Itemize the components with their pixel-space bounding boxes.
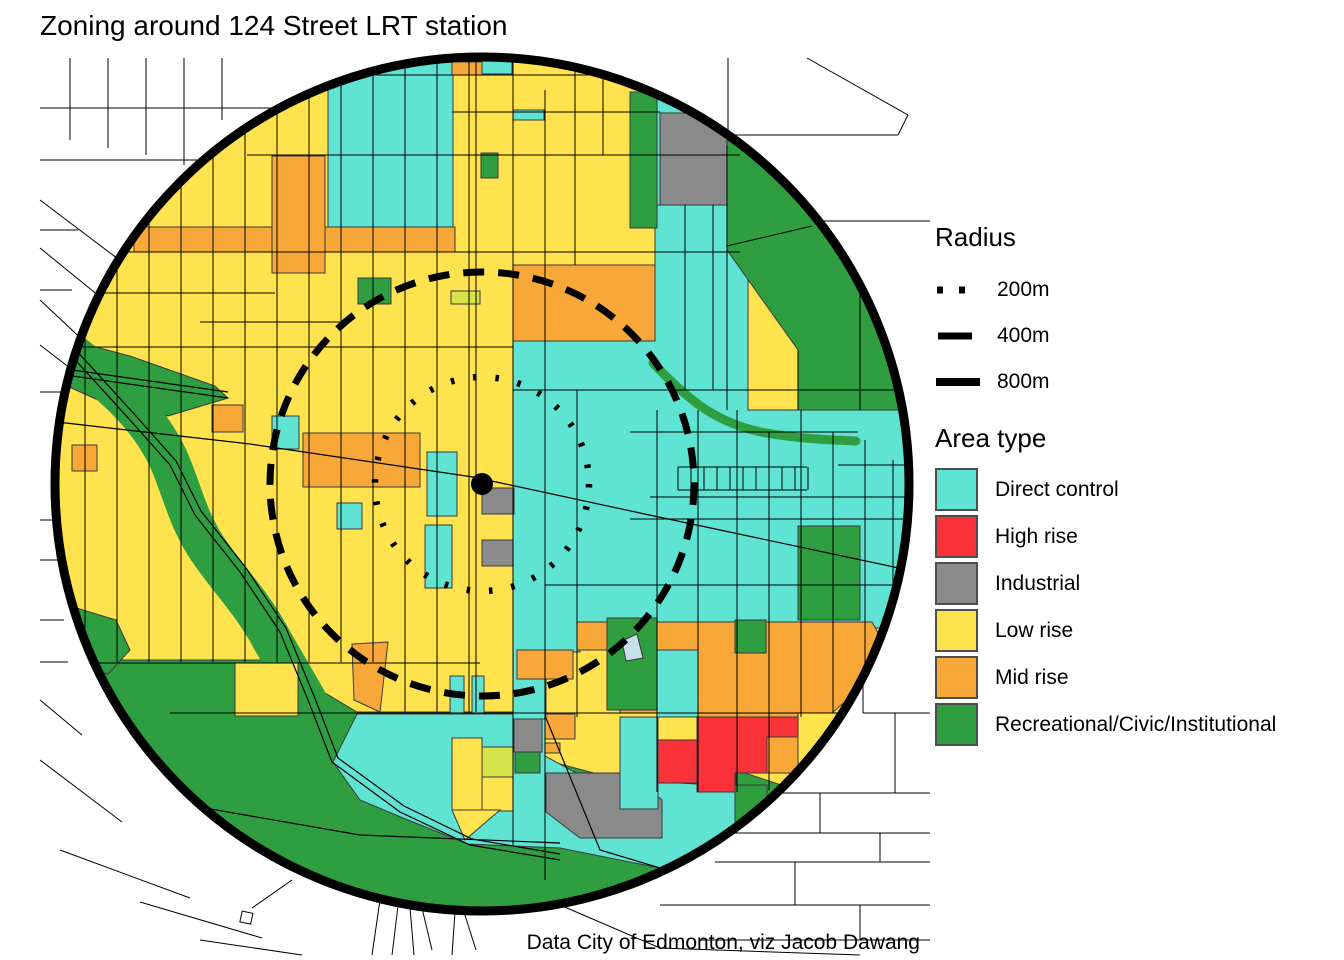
industrial-swatch: [935, 562, 978, 605]
mid-rise-swatch: [935, 656, 978, 699]
radius-legend-title: Radius: [935, 222, 1016, 252]
radius-label: 400m: [997, 324, 1050, 347]
street-grid-inside: [56, 58, 909, 880]
area-label: Mid rise: [995, 665, 1069, 689]
radius-200m-circle: [371, 373, 593, 595]
area-label: Industrial: [995, 571, 1081, 595]
area-label: High rise: [995, 524, 1078, 548]
area-legend-title: Area type: [935, 423, 1047, 453]
data-credit-caption: Data City of Edmonton, viz Jacob Dawang: [526, 931, 920, 954]
legend-item-recreational: Recreational/Civic/Institutional: [935, 703, 1335, 746]
legend-item-200m: 200m: [935, 267, 1315, 313]
low-rise-swatch: [935, 609, 978, 652]
legend-item-direct-control: Direct control: [935, 468, 1335, 511]
radius-legend: Radius 200m 400m 800m: [935, 222, 1315, 405]
area-type-legend: Area type Direct control High rise Indus…: [935, 423, 1335, 750]
street-grid-outside: [39, 57, 930, 956]
dashed-line-icon: [938, 332, 972, 340]
radius-400m-circle: [266, 268, 698, 700]
page-title: Zoning around 124 Street LRT station: [40, 10, 508, 41]
direct-control-swatch: [935, 468, 978, 511]
radius-label: 200m: [997, 278, 1050, 301]
legend-item-mid-rise: Mid rise: [935, 656, 1335, 699]
high-rise-swatch: [935, 515, 978, 558]
lrt-station-dot: [471, 473, 493, 495]
area-label: Direct control: [995, 477, 1119, 501]
legend-item-low-rise: Low rise: [935, 609, 1335, 652]
radius-800m-circle: [50, 52, 914, 916]
dotted-line-icon: [937, 286, 979, 294]
solid-line-icon: [936, 378, 980, 386]
area-label: Low rise: [995, 618, 1074, 642]
radius-label: 800m: [997, 370, 1050, 393]
area-label: Recreational/Civic/Institutional: [995, 712, 1277, 736]
legend-item-high-rise: High rise: [935, 515, 1335, 558]
recreational-swatch: [935, 703, 978, 746]
legend-item-800m: 800m: [935, 359, 1315, 405]
legend-item-industrial: Industrial: [935, 562, 1335, 605]
legend-item-400m: 400m: [935, 313, 1315, 359]
